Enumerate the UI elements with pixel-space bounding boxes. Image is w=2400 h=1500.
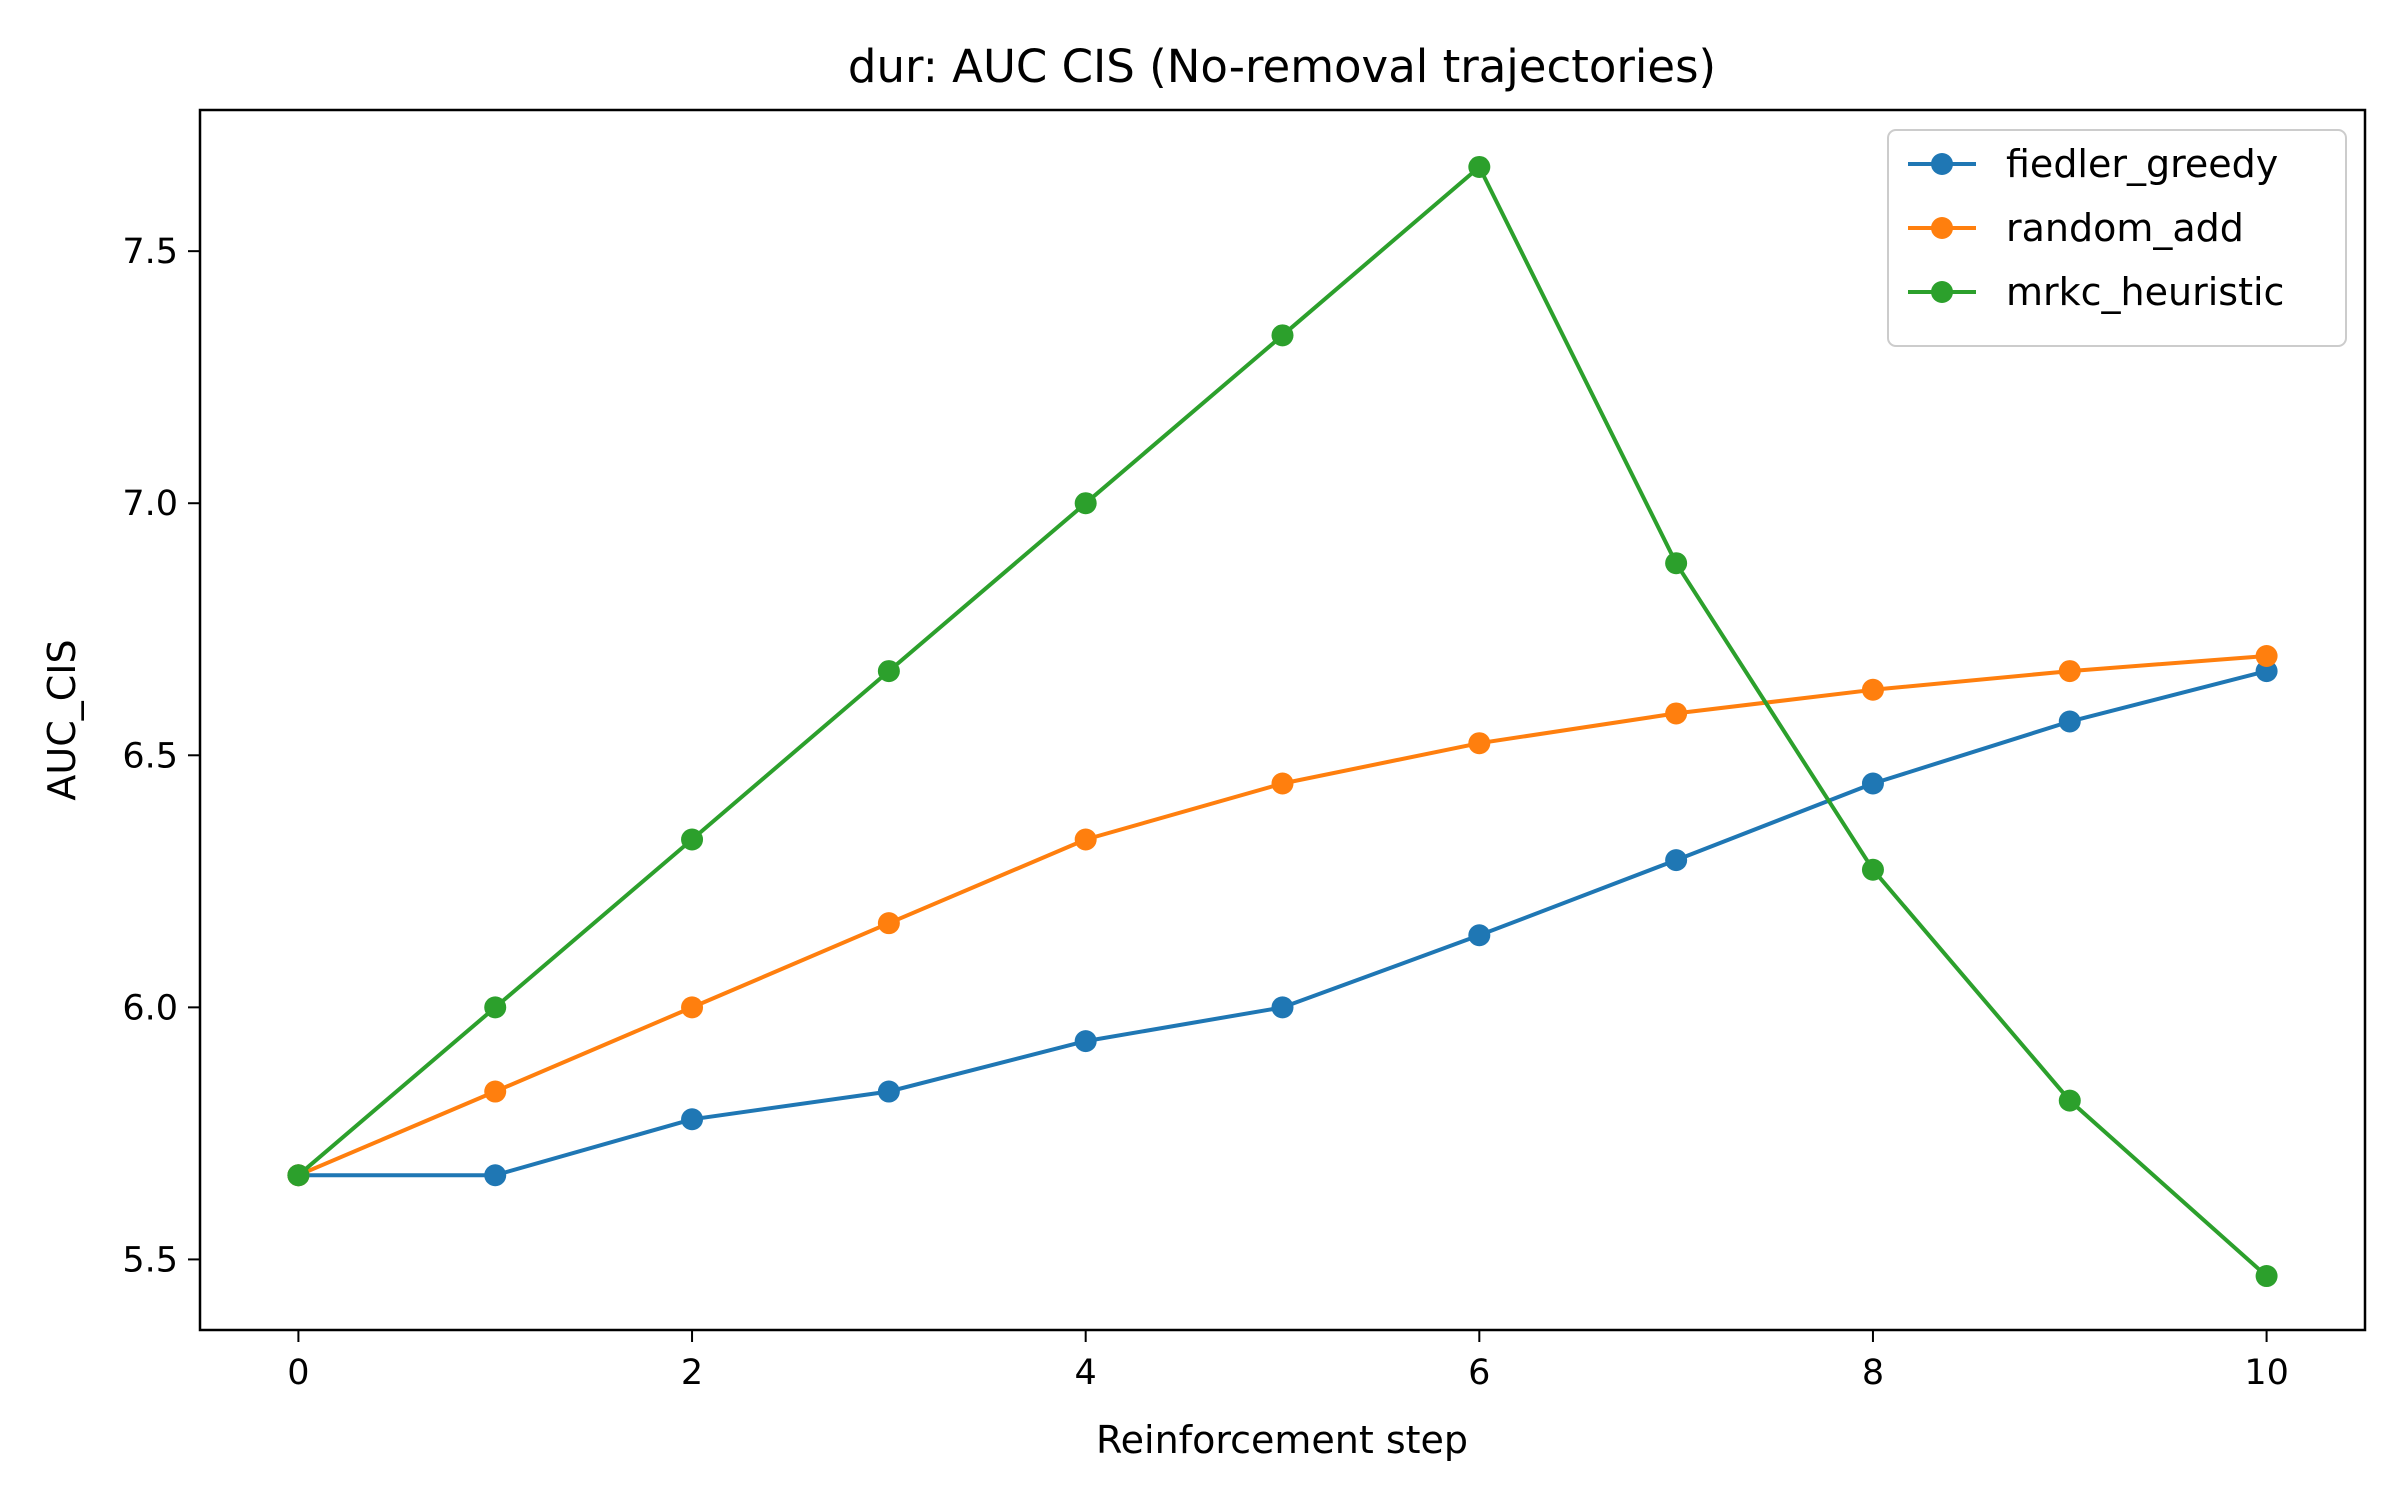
data-point-fiedler_greedy — [1665, 849, 1688, 872]
data-point-mrkc_heuristic — [1665, 552, 1688, 575]
legend-marker-fiedler_greedy — [1931, 153, 1953, 175]
data-point-random_add — [2255, 644, 2278, 667]
data-point-fiedler_greedy — [877, 1080, 900, 1103]
data-point-fiedler_greedy — [1271, 996, 1294, 1019]
data-point-mrkc_heuristic — [877, 660, 900, 683]
legend-label-random_add: random_add — [2006, 206, 2244, 250]
data-point-fiedler_greedy — [1074, 1030, 1097, 1053]
y-axis-label: AUC_CIS — [40, 639, 84, 800]
data-point-random_add — [1468, 732, 1491, 755]
series-mrkc_heuristic — [287, 155, 2278, 1288]
data-point-fiedler_greedy — [681, 1108, 704, 1131]
plot-area: 0 2 4 6 8 10 5.5 6.0 6.5 7.0 7.5 — [122, 108, 2367, 1393]
data-point-mrkc_heuristic — [1468, 155, 1491, 178]
data-point-mrkc_heuristic — [287, 1164, 310, 1187]
data-point-random_add — [2058, 660, 2081, 683]
legend-marker-random_add — [1931, 217, 1953, 239]
data-point-fiedler_greedy — [484, 1164, 507, 1187]
data-point-random_add — [877, 912, 900, 935]
y-tick-label: 7.5 — [122, 232, 178, 272]
data-point-mrkc_heuristic — [2255, 1265, 2278, 1288]
data-point-random_add — [1665, 702, 1688, 725]
legend-label-mrkc_heuristic: mrkc_heuristic — [2006, 270, 2284, 314]
data-point-random_add — [1861, 678, 1884, 701]
x-tick-label: 4 — [1075, 1353, 1097, 1393]
data-point-fiedler_greedy — [2058, 710, 2081, 733]
data-point-fiedler_greedy — [1861, 772, 1884, 795]
data-point-mrkc_heuristic — [1271, 324, 1294, 347]
legend-box — [1887, 129, 2347, 347]
data-point-fiedler_greedy — [1468, 924, 1491, 947]
x-tick-label: 8 — [1862, 1353, 1884, 1393]
y-tick-label: 7.0 — [122, 484, 178, 524]
data-point-mrkc_heuristic — [1074, 492, 1097, 515]
data-point-random_add — [1074, 828, 1097, 851]
data-point-mrkc_heuristic — [681, 828, 704, 851]
legend: fiedler_greedy random_add mrkc_heuristic — [1887, 129, 2347, 347]
data-point-random_add — [484, 1080, 507, 1103]
data-point-fiedler_greedy — [2255, 660, 2278, 683]
y-tick-label: 5.5 — [122, 1240, 178, 1280]
legend-label-fiedler_greedy: fiedler_greedy — [2006, 142, 2278, 186]
data-point-random_add — [681, 996, 704, 1019]
legend-marker-mrkc_heuristic — [1931, 281, 1953, 303]
x-tick-label: 6 — [1468, 1353, 1490, 1393]
data-point-mrkc_heuristic — [2058, 1089, 2081, 1112]
data-point-mrkc_heuristic — [1861, 858, 1884, 881]
data-point-random_add — [1271, 772, 1294, 795]
series-fiedler_greedy — [287, 660, 2278, 1187]
y-tick-label: 6.5 — [122, 736, 178, 776]
x-tick-label: 0 — [287, 1353, 309, 1393]
y-tick-label: 6.0 — [122, 988, 178, 1028]
x-tick-label: 10 — [2244, 1353, 2289, 1393]
plot-frame — [198, 108, 2367, 1332]
chart-title: dur: AUC CIS (No-removal trajectories) — [848, 40, 1716, 93]
x-axis-label: Reinforcement step — [1096, 1418, 1468, 1462]
x-tick-label: 2 — [681, 1353, 703, 1393]
data-point-mrkc_heuristic — [484, 996, 507, 1019]
